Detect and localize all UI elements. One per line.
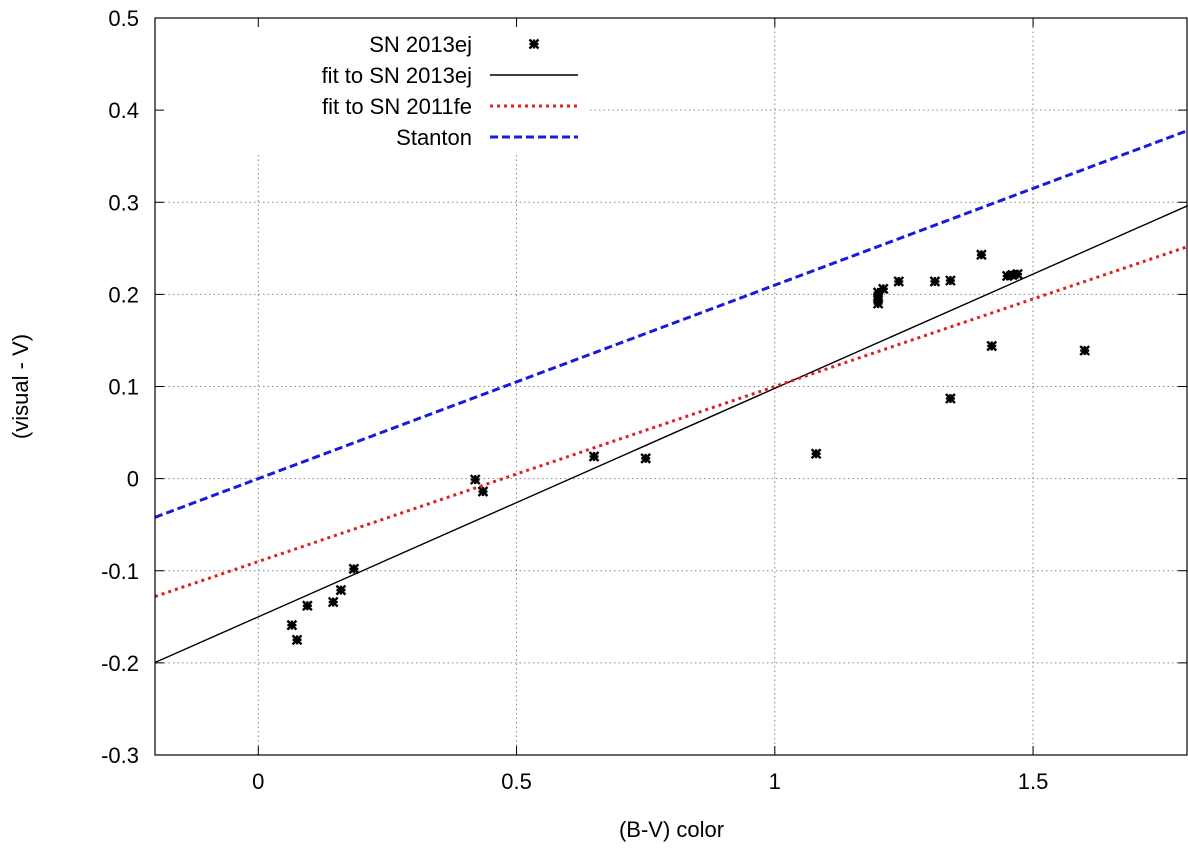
- series-line-fit-to-sn-2011fe: [155, 245, 1188, 598]
- y-tick-label: -0.1: [101, 559, 139, 584]
- x-tick-labels: 0 0.5 1 1.5: [252, 769, 1048, 794]
- data-point: [929, 276, 941, 287]
- data-point: [302, 600, 313, 612]
- data-point: [976, 249, 987, 261]
- data-point: [810, 448, 822, 460]
- x-tick-label: 1: [769, 769, 781, 794]
- plot-frame: [154, 17, 1188, 756]
- y-tick-label: 0.4: [108, 98, 139, 123]
- legend-swatch-sn-2013ej: [528, 38, 540, 50]
- y-tick-label: 0.5: [108, 6, 139, 31]
- legend-label-fit-to-sn-2011fe: fit to SN 2011fe: [322, 94, 472, 119]
- data-point: [986, 340, 998, 352]
- data-point: [348, 563, 360, 575]
- x-tick-label: 0.5: [501, 769, 532, 794]
- data-point: [286, 619, 298, 631]
- y-tick-label: 0.2: [108, 282, 139, 307]
- data-point: [335, 584, 347, 596]
- legend-label-fit-to-sn-2013ej: fit to SN 2013ej: [322, 63, 472, 88]
- y-tick-labels: -0.3 -0.2 -0.1 0 0.1 0.2 0.3 0.4 0.5: [101, 6, 139, 768]
- series-line-fit-to-sn-2013ej: [155, 204, 1188, 664]
- data-points: [286, 249, 1091, 646]
- data-point: [1012, 268, 1023, 280]
- y-tick-label: -0.2: [101, 651, 139, 676]
- y-axis-title: (visual - V): [8, 334, 33, 439]
- x-tick-label: 0: [252, 769, 264, 794]
- y-tick-label: 0: [127, 467, 139, 492]
- y-tick-label: 0.3: [108, 190, 139, 215]
- data-point: [945, 393, 956, 404]
- legend-label-stanton: Stanton: [396, 125, 472, 150]
- data-point: [291, 634, 303, 646]
- x-tick-label: 1.5: [1018, 769, 1049, 794]
- axis-ticks: [155, 17, 1187, 756]
- series-line-stanton: [155, 128, 1188, 519]
- data-point: [469, 474, 481, 485]
- legend: SN 2013ej fit to SN 2013ej fit to SN 2011f…: [322, 32, 578, 150]
- y-tick-label: -0.3: [101, 743, 139, 768]
- y-tick-label: 0.1: [108, 375, 139, 400]
- data-point: [588, 451, 600, 462]
- data-point: [893, 276, 905, 287]
- data-point: [945, 275, 956, 286]
- legend-label-sn-2013ej: SN 2013ej: [369, 32, 472, 57]
- grid-lines: [155, 18, 1188, 755]
- x-axis-title: (B-V) color: [619, 817, 724, 842]
- data-point: [477, 486, 489, 497]
- fit-lines: [155, 128, 1188, 664]
- data-point: [877, 283, 889, 295]
- data-point: [1079, 345, 1091, 356]
- data-point: [327, 596, 339, 608]
- data-point: [640, 453, 652, 464]
